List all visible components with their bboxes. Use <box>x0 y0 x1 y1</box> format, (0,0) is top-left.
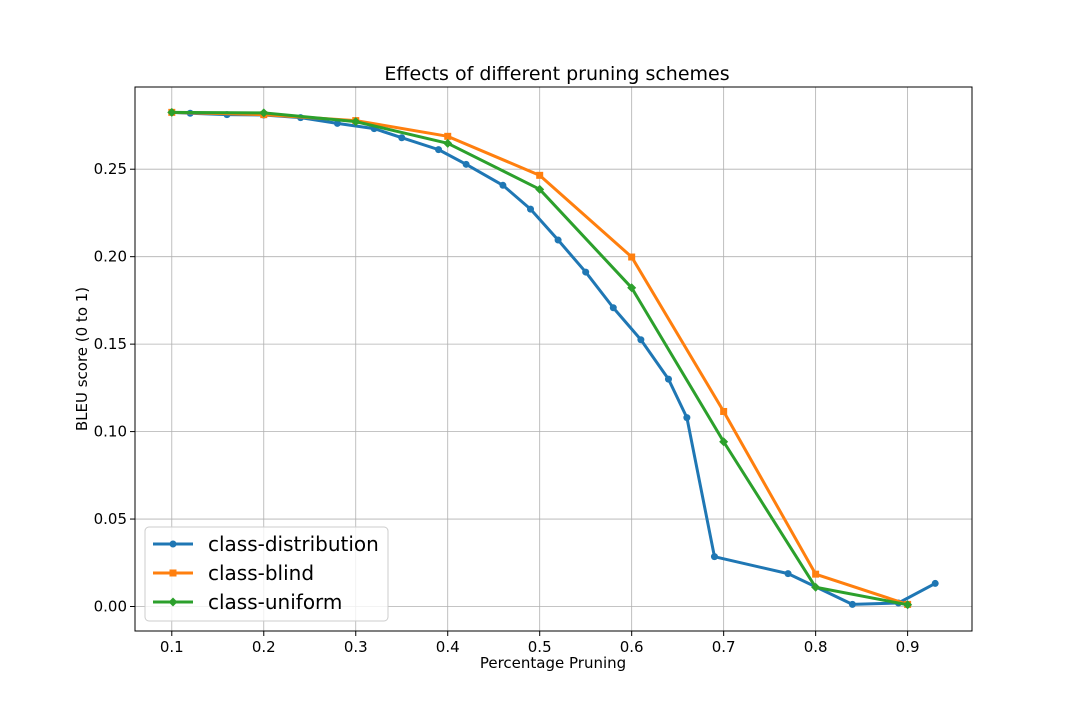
legend-item: class-uniform <box>153 590 342 614</box>
legend-box <box>144 526 389 622</box>
data-point <box>333 119 341 127</box>
y-tick-label: 0.15 <box>94 335 127 353</box>
data-point <box>167 107 177 117</box>
data-point <box>535 184 545 194</box>
x-tick-label: 0.9 <box>896 638 920 656</box>
legend-label: class-distribution <box>208 532 379 556</box>
data-point <box>527 205 535 213</box>
series-class-uniform <box>167 107 913 610</box>
legend-item: class-distribution <box>153 532 379 556</box>
data-point <box>536 171 544 179</box>
data-point <box>628 253 636 261</box>
data-point <box>582 268 590 276</box>
data-point <box>259 108 269 118</box>
chart-title: Effects of different pruning schemes <box>384 63 729 85</box>
data-point <box>609 304 617 312</box>
data-point <box>784 570 792 578</box>
plot-frame <box>134 86 973 632</box>
x-tick-label: 0.2 <box>252 638 276 656</box>
data-point <box>683 414 691 422</box>
y-tick-label: 0.10 <box>94 423 127 441</box>
y-tick-label: 0.25 <box>94 160 127 178</box>
x-tick-label: 0.5 <box>528 638 552 656</box>
data-point <box>444 132 452 140</box>
legend-label: class-blind <box>208 561 314 585</box>
series-layer <box>167 107 939 610</box>
x-tick-label: 0.7 <box>712 638 736 656</box>
data-point <box>720 407 728 415</box>
legend-marker <box>169 540 177 548</box>
data-point <box>719 437 729 447</box>
y-tick-label: 0.00 <box>94 598 127 616</box>
y-tick-label: 0.20 <box>94 248 127 266</box>
x-tick-label: 0.1 <box>160 638 184 656</box>
y-axis-label: BLEU score (0 to 1) <box>73 287 91 431</box>
data-point <box>435 146 443 154</box>
data-point <box>627 283 637 293</box>
data-point <box>351 117 361 127</box>
data-point <box>848 600 856 608</box>
data-point <box>931 579 939 587</box>
data-point <box>664 375 672 383</box>
legend-label: class-uniform <box>208 590 342 614</box>
x-tick-label: 0.6 <box>620 638 644 656</box>
data-point <box>499 181 507 189</box>
x-tick-label: 0.8 <box>804 638 828 656</box>
data-point <box>398 134 406 142</box>
legend-marker <box>168 597 178 607</box>
legend-marker <box>169 569 177 577</box>
x-axis-label: Percentage Pruning <box>480 654 626 672</box>
data-point <box>710 553 718 561</box>
data-point <box>443 138 453 148</box>
data-point <box>812 570 820 578</box>
x-tick-label: 0.3 <box>344 638 368 656</box>
data-point <box>637 336 645 344</box>
grid <box>135 87 972 631</box>
x-tick-label: 0.4 <box>436 638 460 656</box>
data-point <box>554 236 562 244</box>
data-point <box>811 582 821 592</box>
data-point <box>462 160 470 168</box>
axis-ticks: 0.1 0.2 0.3 0.4 0.5 0.6 0.7 0.8 0.9 0.00 0.05 0.10 0… <box>94 160 920 656</box>
data-point <box>903 600 913 610</box>
legend: class-distribution class-blind class-unifo… <box>144 526 389 622</box>
y-tick-label: 0.05 <box>94 510 127 528</box>
legend-item: class-blind <box>153 561 314 585</box>
